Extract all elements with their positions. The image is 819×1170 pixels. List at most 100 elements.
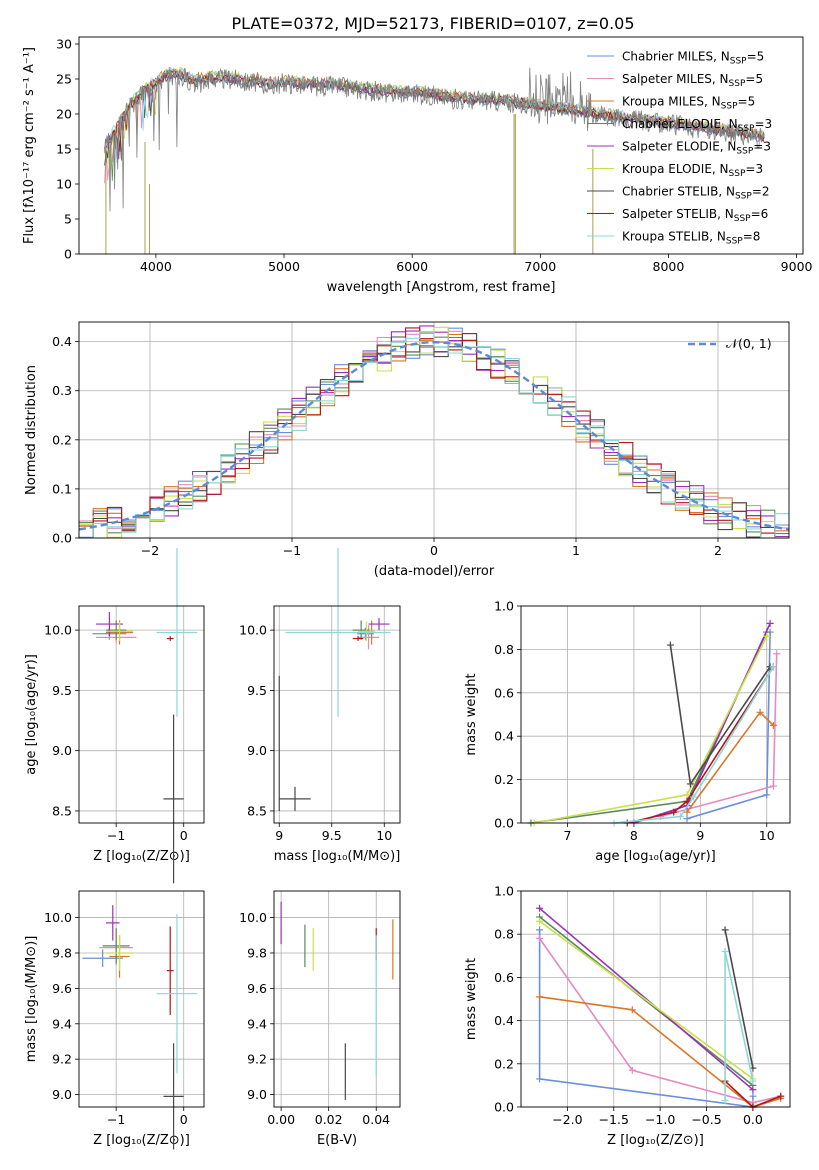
age-vs-metallicity-panel: −1 0 8.5 9.0 9.5 10.0 Z [log₁₀(Z/Z⊙)] age [log₁… <box>24 548 205 884</box>
y-axis-label: mass [log₁₀(M/M⊙)] <box>24 936 39 1063</box>
y-tick-label: 0.3 <box>52 383 72 398</box>
x-tick-label: −1.0 <box>645 1112 675 1127</box>
data-point-marker <box>763 791 771 799</box>
x-tick-label: 5000 <box>268 259 300 274</box>
data-point-marker <box>628 1066 636 1074</box>
y-tick-label: 1.0 <box>494 884 514 899</box>
y-tick-label: 9.0 <box>52 1087 72 1102</box>
data-point-marker <box>683 808 691 816</box>
x-tick-label: 6000 <box>396 259 428 274</box>
x-axis-label: wavelength [Angstrom, rest frame] <box>327 280 556 295</box>
mass-weight-line <box>539 907 754 1091</box>
data-point-marker <box>721 947 729 955</box>
x-tick-label: 8000 <box>653 259 685 274</box>
x-axis-label: (data-model)/error <box>374 564 495 579</box>
y-tick-label: 9.4 <box>52 1016 72 1031</box>
data-point-marker <box>536 935 544 943</box>
y-tick-label: 9.0 <box>247 1087 267 1102</box>
mass-weight-line <box>538 938 781 1104</box>
data-point-marker <box>536 904 544 912</box>
residual-histogram <box>79 330 789 539</box>
y-tick-label: 0.2 <box>494 1056 514 1071</box>
x-axis-label: E(B-V) <box>317 1133 357 1148</box>
data-point-marker <box>769 782 777 790</box>
x-tick-label: 10 <box>759 828 775 843</box>
mass-weight-line <box>724 929 754 1069</box>
legend-label: Chabrier STELIB, NSSP=2 <box>622 185 770 202</box>
x-tick-label: 1 <box>572 543 580 558</box>
x-tick-label: 0.00 <box>267 1112 295 1127</box>
mass-weight-line <box>539 916 754 1087</box>
data-point-marker <box>777 1092 785 1100</box>
axes-frame <box>520 605 791 824</box>
age-vs-mass-panel: 9 9.5 10 8.5 9.0 9.5 10.0 mass [log₁₀(M/M⊙)] <box>239 548 401 864</box>
data-point-marker <box>666 641 674 649</box>
data-point-marker <box>769 721 777 729</box>
data-point-marker <box>766 619 774 627</box>
axes-frame <box>273 605 401 824</box>
x-tick-label: 9.5 <box>322 828 342 843</box>
legend-label: Salpeter STELIB, NSSP=6 <box>622 207 768 224</box>
x-tick-label: 0.0 <box>743 1112 763 1127</box>
data-point-marker <box>690 793 698 801</box>
y-tick-label: 10 <box>56 177 72 192</box>
legend-label: Kroupa ELODIE, NSSP=3 <box>622 162 763 179</box>
y-tick-label: 9.8 <box>52 945 72 960</box>
mass-weight-line <box>539 996 781 1108</box>
data-point-marker <box>536 926 544 934</box>
y-tick-label: 9.8 <box>247 945 267 960</box>
y-axis-label: mass weight <box>464 673 479 755</box>
data-point-marker <box>683 797 691 805</box>
x-tick-label: 9 <box>696 828 704 843</box>
data-point-marker <box>749 1086 757 1094</box>
mass-weight-line <box>613 666 775 824</box>
x-tick-label: −0.5 <box>691 1112 721 1127</box>
y-tick-label: 9.4 <box>247 1016 267 1031</box>
x-tick-label: 7000 <box>524 259 556 274</box>
y-tick-label: 9.2 <box>247 1052 267 1067</box>
x-tick-label: 0 <box>430 543 438 558</box>
y-axis-label: age [log₁₀(age/yr)] <box>24 654 39 775</box>
data-point-marker <box>773 650 781 658</box>
y-tick-label: 10.0 <box>44 623 72 638</box>
massweight-vs-metallicity-panel: −2.0 −1.5 −1.0 −0.5 0.0 0.0 0.2 0.4 0.6 0.8 1.0 Z [… <box>464 884 791 1148</box>
x-tick-label: 0.04 <box>362 1112 390 1127</box>
x-tick-label: −1 <box>283 543 301 558</box>
x-tick-label: −2 <box>141 543 159 558</box>
y-tick-label: 20 <box>56 107 72 122</box>
y-tick-label: 0.2 <box>494 772 514 787</box>
axes-frame <box>520 890 791 1108</box>
figure-title: PLATE=0372, MJD=52173, FIBERID=0107, z=0… <box>231 14 634 33</box>
y-tick-label: 25 <box>56 72 72 87</box>
residuals-panel: −2 −1 0 1 2 0.0 0.1 0.2 0.3 0.4 (data-model)/error… <box>24 321 790 579</box>
x-tick-label: 2 <box>714 543 722 558</box>
mass-weight-line <box>627 666 775 824</box>
data-point-marker <box>628 1006 636 1014</box>
y-axis-label: mass weight <box>464 958 479 1040</box>
data-point-marker <box>670 808 678 816</box>
y-tick-label: 0.4 <box>52 334 72 349</box>
y-tick-label: 9.6 <box>52 981 72 996</box>
y-tick-label: 9.5 <box>247 683 267 698</box>
x-tick-label: 7 <box>564 828 572 843</box>
legend-label: Salpeter ELODIE, NSSP=3 <box>622 140 771 157</box>
y-tick-label: 5 <box>64 212 72 227</box>
x-axis-label: Z [log₁₀(Z/Z⊙)] <box>93 849 190 864</box>
y-tick-label: 0.0 <box>494 816 514 831</box>
x-tick-label: 0 <box>180 828 188 843</box>
x-tick-label: 10 <box>376 828 392 843</box>
y-tick-label: 9.2 <box>52 1052 72 1067</box>
y-tick-label: 10.0 <box>239 623 267 638</box>
axes-frame <box>78 36 804 255</box>
y-axis-label: Normed distribution <box>24 365 39 495</box>
y-tick-label: 0.4 <box>494 1013 514 1028</box>
data-point-marker <box>676 812 684 820</box>
y-tick-label: 0.8 <box>494 642 514 657</box>
data-point-marker <box>683 791 691 799</box>
y-tick-label: 9.0 <box>247 743 267 758</box>
legend-label: Chabrier ELODIE, NSSP=3 <box>622 117 772 134</box>
legend-label: Kroupa MILES, NSSP=5 <box>622 95 755 112</box>
axes-frame <box>78 605 205 824</box>
mass-weight-line <box>539 920 754 1080</box>
